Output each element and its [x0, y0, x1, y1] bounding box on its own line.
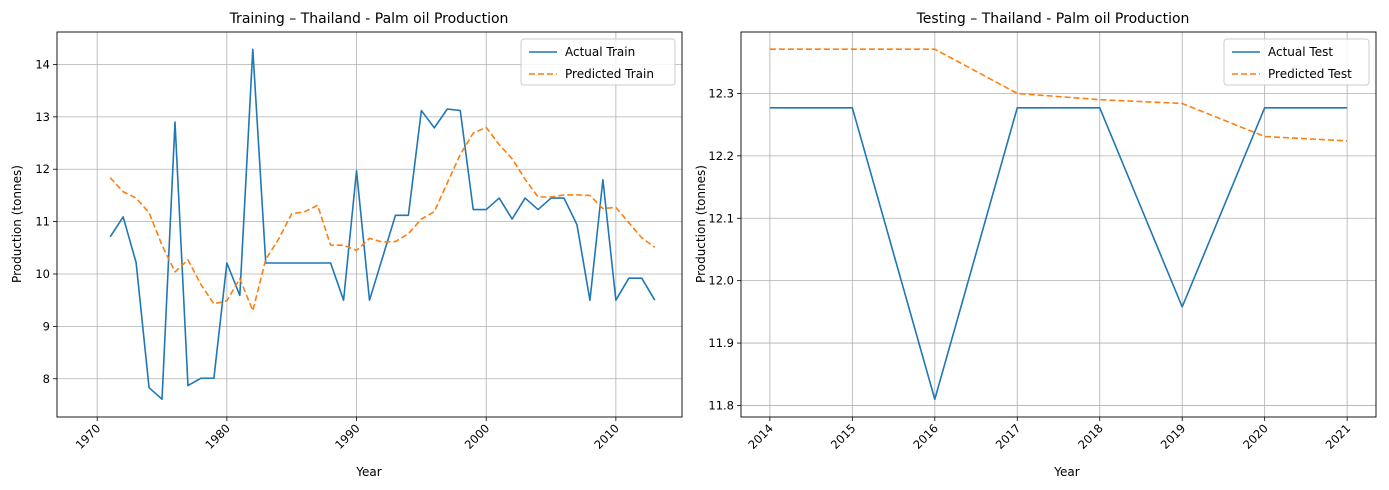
- y-tick-label: 11.9: [708, 336, 734, 350]
- y-tick-label: 10: [35, 267, 50, 281]
- y-tick-label: 9: [43, 319, 50, 333]
- x-tick-label: 2020: [1240, 421, 1271, 452]
- y-tick-label: 8: [43, 372, 50, 386]
- x-axis-label: Year: [1053, 465, 1079, 479]
- ticks: 1970 1980 1990 2000 2010 8 9 10 11 12 13 14: [35, 32, 682, 452]
- y-tick-label: 11.8: [708, 398, 734, 412]
- legend: Actual Test Predicted Test: [1223, 38, 1370, 86]
- x-tick-label: 2015: [828, 421, 859, 452]
- x-tick-label: 2000: [462, 421, 493, 452]
- x-tick-label: 1970: [73, 421, 104, 452]
- plot-area: [740, 31, 1377, 418]
- y-tick-label: 12.2: [708, 149, 734, 163]
- x-axis-label: Year: [355, 465, 381, 479]
- predicted-series-line: [109, 126, 656, 312]
- predicted-series-line: [769, 48, 1348, 142]
- x-tick-label: 2014: [745, 421, 776, 452]
- x-tick-label: 2017: [993, 421, 1024, 452]
- axes-frame: [740, 31, 1377, 418]
- plot-area: [56, 31, 683, 418]
- legend-box: [520, 38, 676, 86]
- y-tick-label: 12.3: [708, 86, 734, 100]
- training-chart: Training – Thailand - Palm oil Productio…: [10, 11, 683, 479]
- actual-series-line: [109, 48, 656, 400]
- legend-label: Actual Test: [1268, 45, 1333, 59]
- x-tick-label: 1990: [332, 421, 363, 452]
- legend-label: Predicted Test: [1268, 67, 1352, 81]
- legend: Actual Train Predicted Train: [520, 38, 676, 86]
- legend-box: [1223, 38, 1370, 86]
- legend-label: Actual Train: [565, 45, 635, 59]
- y-tick-label: 14: [35, 57, 50, 71]
- y-tick-label: 12: [35, 162, 50, 176]
- y-tick-label: 13: [35, 110, 50, 124]
- x-tick-label: 2018: [1075, 421, 1106, 452]
- chart-title: Training – Thailand - Palm oil Productio…: [229, 11, 509, 27]
- x-tick-label: 1980: [202, 421, 233, 452]
- x-tick-label: 2016: [910, 421, 941, 452]
- y-tick-label: 12.0: [708, 274, 734, 288]
- chart-title: Testing – Thailand - Palm oil Production: [916, 11, 1190, 27]
- y-axis-label: Production (tonnes): [10, 165, 24, 283]
- actual-series-line: [769, 107, 1348, 401]
- y-tick-label: 11: [35, 215, 50, 229]
- testing-chart: Testing – Thailand - Palm oil Production…: [694, 11, 1377, 479]
- x-tick-label: 2019: [1158, 421, 1189, 452]
- x-tick-label: 2010: [591, 421, 622, 452]
- x-tick-label: 2021: [1323, 421, 1354, 452]
- y-axis-label: Production (tonnes): [694, 165, 708, 283]
- axes-frame: [56, 31, 683, 418]
- legend-label: Predicted Train: [565, 67, 654, 81]
- y-tick-label: 12.1: [708, 211, 734, 225]
